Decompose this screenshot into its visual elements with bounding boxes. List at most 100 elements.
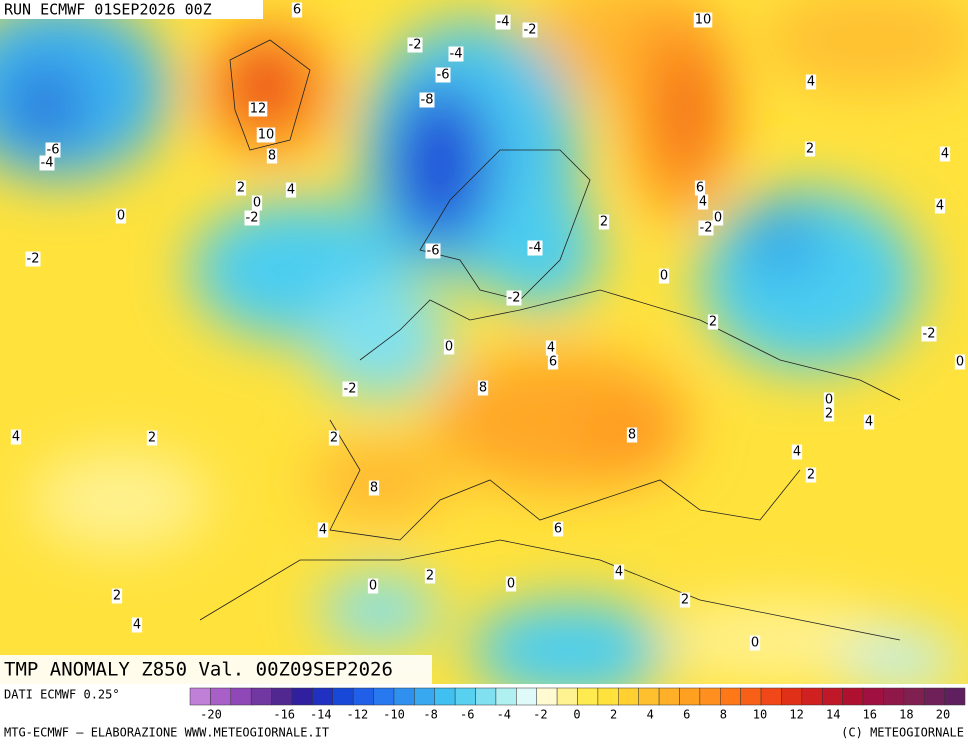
contour-label-box	[407, 37, 423, 53]
colorbar-swatch	[577, 687, 599, 706]
colorbar-swatch	[373, 687, 395, 706]
contour-label-box	[626, 427, 638, 443]
colorbar: -20 -16 -14 -12 -10 -8 -6 -4 -2 0 2 4 6 8 10 12 14 16 18 20	[189, 687, 966, 722]
contour-label-box	[146, 430, 158, 446]
contour-label: 0	[117, 209, 125, 224]
colorbar-swatch	[679, 687, 701, 706]
colorbar-swatch	[189, 687, 211, 706]
title-box	[0, 655, 432, 684]
contour-label-box	[25, 251, 41, 267]
contour-label: 0	[445, 340, 453, 355]
contour-label: 2	[237, 181, 245, 196]
colorbar-swatch	[495, 687, 517, 706]
contour-label-box	[545, 340, 557, 356]
contour-label-box	[805, 467, 817, 483]
anomaly-field	[0, 0, 968, 700]
contour-label: 2	[807, 468, 815, 483]
contour-label: -4	[497, 15, 510, 30]
contour-label-box	[749, 635, 761, 651]
contour-label-box	[552, 521, 564, 537]
contour-label: -4	[529, 241, 542, 256]
colorbar-swatch	[516, 687, 537, 706]
contour-label: 4	[699, 195, 707, 210]
contour-label-box	[291, 2, 303, 18]
contour-label: 2	[681, 593, 689, 608]
contour-label-box	[707, 314, 719, 330]
colorbar-swatch	[618, 687, 639, 706]
contour-label: 6	[293, 3, 301, 18]
contour-label-box	[804, 141, 816, 157]
colorbar-swatch	[312, 687, 334, 706]
contour-label-box	[506, 290, 522, 306]
contour-label-box	[419, 92, 435, 108]
colorbar-swatch	[597, 687, 619, 706]
contour-label-box	[712, 210, 724, 226]
colorbar-swatch	[291, 687, 313, 706]
colorbar-tick-label: 8	[720, 708, 727, 722]
colorbar-swatch	[923, 687, 945, 706]
contour-label: 2	[709, 315, 717, 330]
colorbar-tick-label: -16	[273, 708, 295, 722]
contour-label: -8	[421, 93, 434, 108]
contour-label: 4	[793, 445, 801, 460]
contour-label: -2	[344, 382, 357, 397]
contour-label: 8	[628, 428, 636, 443]
contour-label: -2	[27, 252, 40, 267]
contour-label-box	[435, 67, 451, 83]
contour-label: 4	[865, 415, 873, 430]
contour-label-box	[613, 564, 625, 580]
contour-label-box	[934, 198, 946, 214]
contour-label-box	[823, 392, 835, 408]
contour-label: -6	[47, 143, 60, 158]
contour-label: 2	[426, 569, 434, 584]
contour-label: 6	[554, 522, 562, 537]
contour-label: 0	[253, 196, 261, 211]
colorbar-swatch	[658, 687, 680, 706]
contour-label: 2	[330, 431, 338, 446]
contour-label: 10	[695, 13, 712, 28]
contour-label-box	[244, 210, 260, 226]
contour-label-box	[235, 180, 247, 196]
colorbar-swatch	[556, 687, 578, 706]
colorbar-swatch	[883, 687, 905, 706]
contour-label-box	[495, 14, 511, 30]
colorbar-tick-label: 0	[573, 708, 580, 722]
data-source: DATI ECMWF 0.25°	[4, 688, 120, 702]
colorbar-swatch	[210, 687, 232, 706]
contour-label-box	[367, 578, 379, 594]
colorbar-swatch	[740, 687, 762, 706]
colorbar-tick-label: 12	[789, 708, 803, 722]
contour-label: -2	[923, 327, 936, 342]
contour-label: -2	[524, 23, 537, 38]
coastlines	[199, 39, 901, 641]
contour-label-box	[425, 243, 441, 259]
contour-label-box	[547, 354, 559, 370]
contour-label-box	[248, 101, 268, 117]
colorbar-swatch	[699, 687, 721, 706]
contour-label-box	[697, 194, 709, 210]
contour-label: 2	[113, 589, 121, 604]
contour-label-box	[693, 12, 713, 28]
contour-label-box	[698, 220, 714, 236]
colorbar-swatch	[332, 687, 354, 706]
colorbar-swatch	[230, 687, 252, 706]
contour-label-box	[921, 326, 937, 342]
contour-label: 0	[369, 579, 377, 594]
contour-label-box	[679, 592, 691, 608]
colorbar-swatch	[434, 687, 456, 706]
colorbar-swatch	[781, 687, 803, 706]
run-label: RUN ECMWF 01SEP2026 00Z	[4, 1, 212, 19]
contour-label-box	[863, 414, 875, 430]
contour-label-box	[424, 568, 436, 584]
colorbar-swatch	[393, 687, 415, 706]
contour-label-box	[791, 444, 803, 460]
contour-label-box	[10, 429, 22, 445]
contour-label-box	[658, 268, 670, 284]
footer-left: MTG-ECMWF – ELABORAZIONE WWW.METEOGIORNA…	[4, 726, 329, 740]
colorbar-swatch	[801, 687, 823, 706]
contour-label: 4	[319, 523, 327, 538]
colorbar-tick-label: -8	[423, 708, 437, 722]
contour-label: 10	[258, 128, 275, 143]
contour-label-box	[598, 214, 610, 230]
contour-label-box	[505, 576, 517, 592]
